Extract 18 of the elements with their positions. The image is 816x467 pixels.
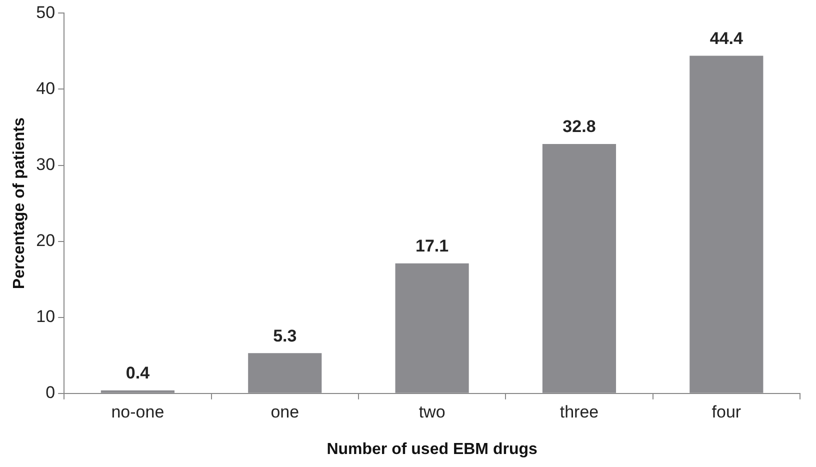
y-tick-label: 50 [36,2,56,22]
y-tick-label: 40 [36,78,56,98]
y-tick-label: 0 [46,383,56,402]
x-tick-label: two [418,402,446,422]
data-label: 0.4 [126,364,150,383]
x-tick-label: no-one [111,402,164,422]
x-tick-label: four [712,402,742,422]
data-label: 17.1 [416,236,449,256]
y-tick-label: 10 [36,307,56,326]
data-label: 44.4 [710,28,744,48]
x-axis-title: Number of used EBM drugs [326,440,538,458]
y-tick-label: 30 [36,154,56,174]
x-tick-label: three [560,402,599,422]
x-tick-label: one [270,402,300,422]
y-axis-title: Percentage of patients [11,117,28,290]
data-label: 32.8 [562,117,596,136]
y-tick-label: 20 [36,231,56,250]
data-label: 5.3 [273,326,297,346]
